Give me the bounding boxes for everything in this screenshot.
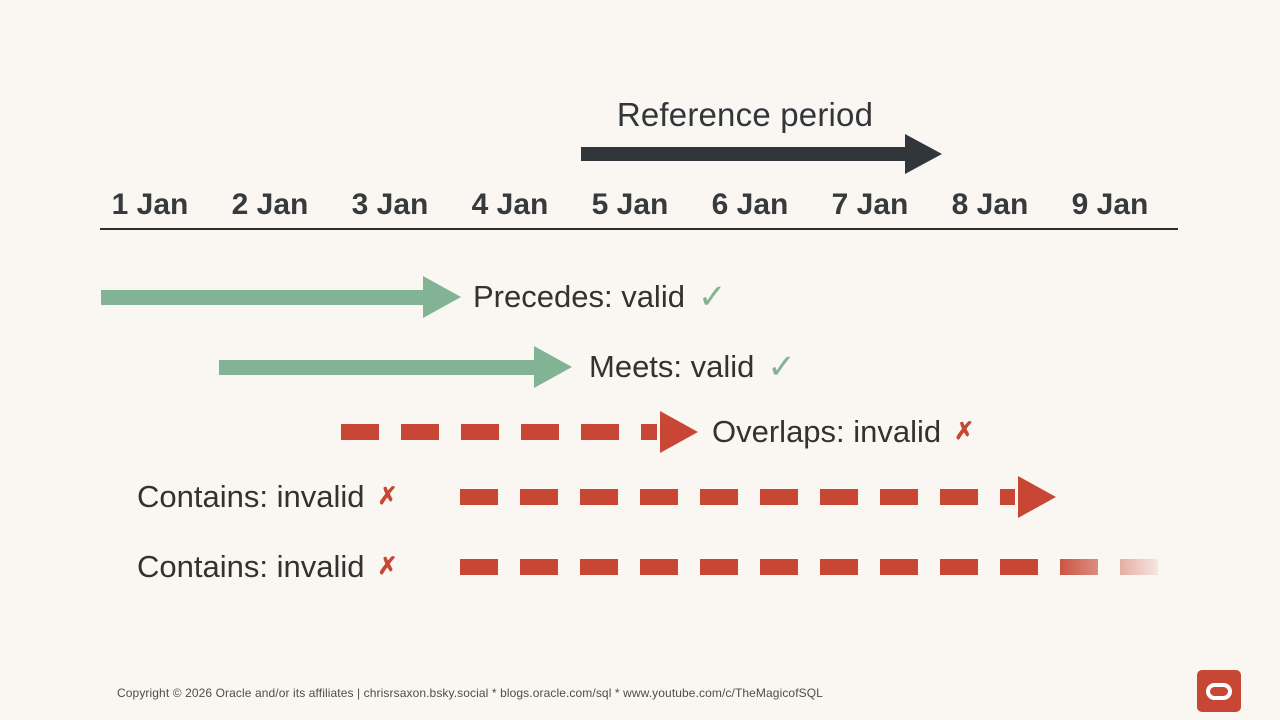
contains-2-arrow — [460, 559, 1186, 575]
meets-arrow — [219, 360, 534, 375]
meets-caption: Meets: valid ✓ — [589, 345, 796, 389]
cross-icon: ✗ — [377, 553, 398, 580]
oracle-o-icon — [1206, 682, 1232, 700]
contains-arrow — [460, 489, 1015, 505]
overlaps-arrowhead-icon — [660, 411, 698, 453]
date-tick: 1 Jan — [111, 188, 189, 221]
date-tick: 9 Jan — [1071, 188, 1149, 221]
precedes-arrow — [101, 290, 423, 305]
date-axis-line — [100, 228, 1178, 230]
overlaps-caption: Overlaps: invalid ✗ — [712, 410, 974, 454]
date-tick: 4 Jan — [471, 188, 549, 221]
meets-label: Meets: valid — [589, 349, 755, 384]
date-tick: 5 Jan — [591, 188, 669, 221]
overlaps-label: Overlaps: invalid — [712, 414, 942, 449]
date-tick: 3 Jan — [351, 188, 429, 221]
footer-copyright: Copyright © 2026 Oracle and/or its affil… — [117, 686, 823, 700]
date-tick: 7 Jan — [831, 188, 909, 221]
meets-arrowhead-icon — [534, 346, 572, 388]
reference-period-arrow — [581, 147, 906, 161]
contains-label: Contains: invalid — [137, 479, 365, 514]
date-tick: 8 Jan — [951, 188, 1029, 221]
contains-2-arrow-fade — [1050, 555, 1190, 579]
precedes-arrowhead-icon — [423, 276, 461, 318]
contains-2-caption: Contains: invalid ✗ — [137, 545, 398, 589]
check-icon: ✓ — [767, 348, 796, 386]
contains-2-label: Contains: invalid — [137, 549, 365, 584]
cross-icon: ✗ — [954, 418, 975, 445]
date-tick: 6 Jan — [711, 188, 789, 221]
oracle-logo — [1197, 670, 1241, 712]
precedes-label: Precedes: valid — [473, 279, 685, 314]
contains-arrowhead-icon — [1018, 476, 1056, 518]
contains-caption: Contains: invalid ✗ — [137, 475, 398, 519]
date-tick: 2 Jan — [231, 188, 309, 221]
reference-period-arrowhead-icon — [905, 134, 942, 174]
reference-period-label: Reference period — [616, 96, 874, 133]
precedes-caption: Precedes: valid ✓ — [473, 275, 726, 319]
cross-icon: ✗ — [377, 483, 398, 510]
date-axis: 1 Jan 2 Jan 3 Jan 4 Jan 5 Jan 6 Jan 7 Ja… — [90, 188, 1170, 222]
overlaps-arrow — [341, 424, 657, 440]
check-icon: ✓ — [697, 278, 727, 316]
